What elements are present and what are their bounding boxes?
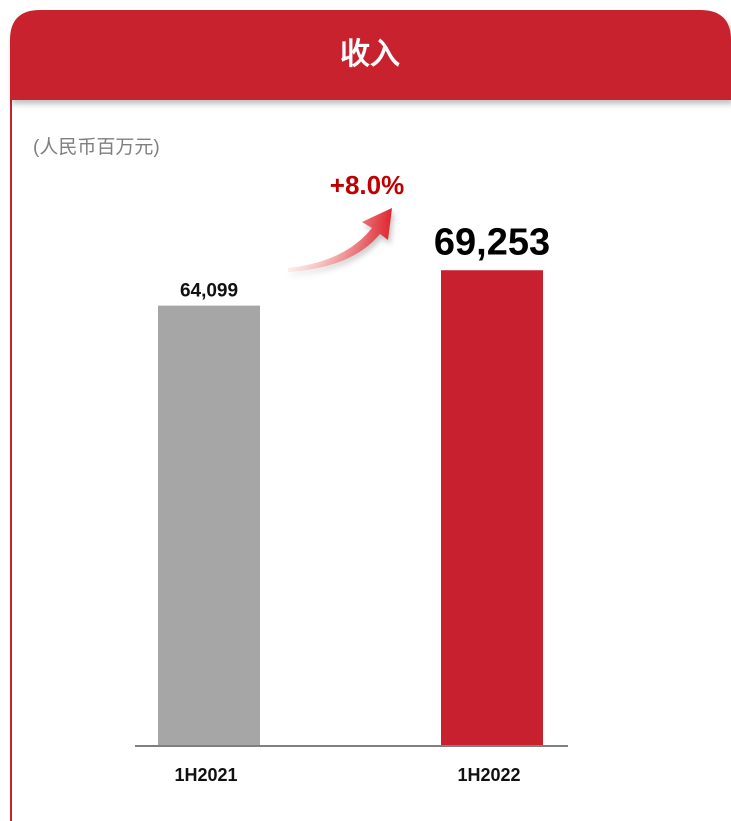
annotation: +8.0%	[330, 170, 404, 200]
value-label: 69,253	[434, 221, 550, 263]
x-tick-label: 1H2021	[174, 765, 237, 785]
card	[10, 100, 731, 821]
chart-title: 收入	[340, 38, 400, 71]
header	[10, 10, 731, 100]
bar	[158, 305, 260, 746]
bar	[441, 270, 543, 746]
growth-arrow	[288, 208, 392, 272]
x-tick-label: 1H2022	[457, 765, 520, 785]
subtitle: (人民币百万元)	[33, 136, 160, 158]
value-label: 64,099	[180, 281, 238, 302]
